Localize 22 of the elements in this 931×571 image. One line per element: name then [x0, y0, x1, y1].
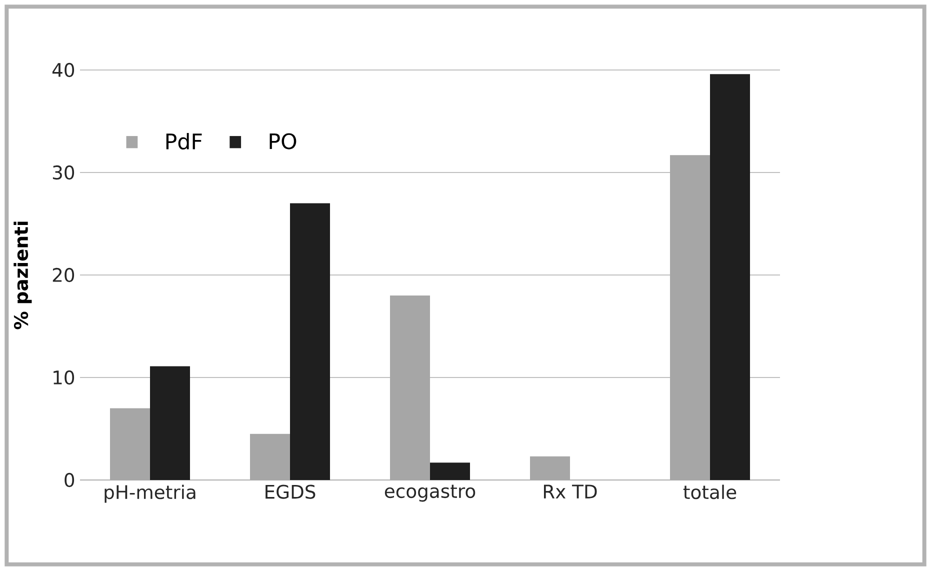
y-tick-label: 10 [54, 370, 74, 385]
bar [430, 462, 470, 480]
bar [110, 408, 150, 480]
y-tick-label: 30 [52, 165, 74, 180]
bar [390, 296, 430, 480]
bar [150, 366, 190, 480]
x-tick-label: Rx TD [544, 484, 597, 498]
x-tick-label: ecogastro [384, 484, 476, 502]
y-tick-label: 40 [52, 62, 74, 78]
bar [670, 155, 710, 480]
bar [710, 74, 750, 480]
bar [290, 203, 330, 480]
x-tick-label: totale [683, 484, 736, 500]
x-tick-label: EGDS [266, 484, 316, 499]
bar [250, 434, 290, 480]
legend-label: PdF [166, 133, 202, 150]
legend-label: PO [270, 133, 296, 150]
x-tick-label: pH-metria [104, 484, 196, 503]
bar [530, 456, 570, 480]
y-tick-label: 0 [64, 472, 74, 488]
y-tick-label: 20 [52, 268, 74, 282]
y-axis-title: % pazienti [14, 222, 32, 330]
